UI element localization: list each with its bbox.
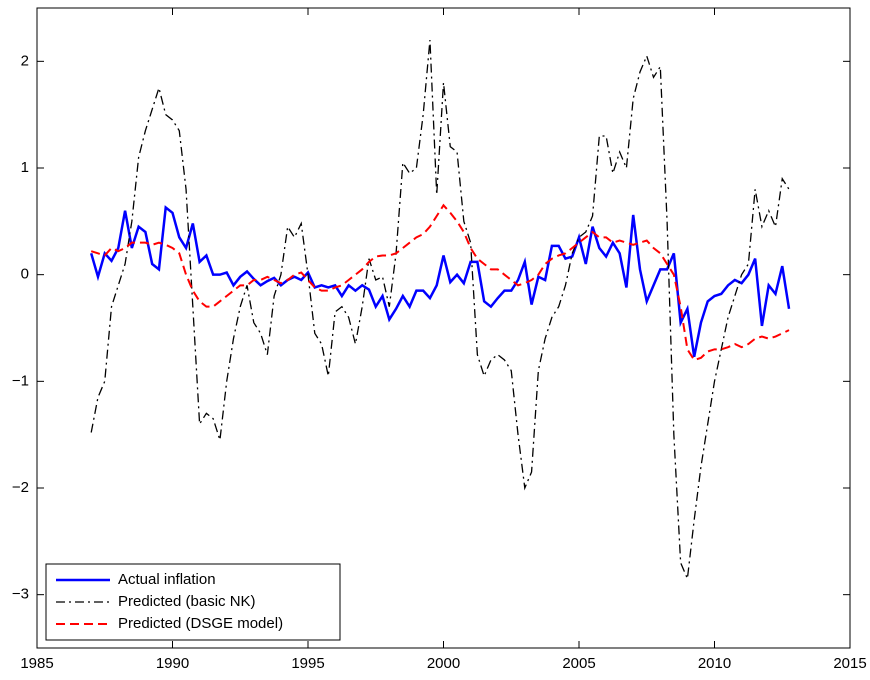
y-tick-label: 1 [21,159,29,176]
series-line [90,39,790,582]
series-line [89,205,791,358]
x-tick-label: 2005 [562,655,595,672]
y-tick-label: −2 [12,479,29,496]
x-tick-label: 2010 [698,655,731,672]
legend-label: Predicted (DSGE model) [118,615,283,632]
legend-label: Actual inflation [118,571,216,588]
x-tick-label: 1995 [291,655,324,672]
legend: Actual inflation Predicted (basic NK) Pred… [45,563,341,641]
y-tick-label: −1 [12,372,29,389]
legend-label: Predicted (basic NK) [118,593,256,610]
plot-frame [36,7,851,649]
x-tick-label: 2015 [833,655,866,672]
x-tick-label: 1990 [156,655,189,672]
x-tick-label: 1985 [20,655,53,672]
y-tick-label: −3 [12,586,29,603]
series-line [90,203,790,362]
y-tick-label: 0 [21,266,29,283]
y-tick-label: 2 [21,52,29,69]
x-tick-label: 2000 [427,655,460,672]
